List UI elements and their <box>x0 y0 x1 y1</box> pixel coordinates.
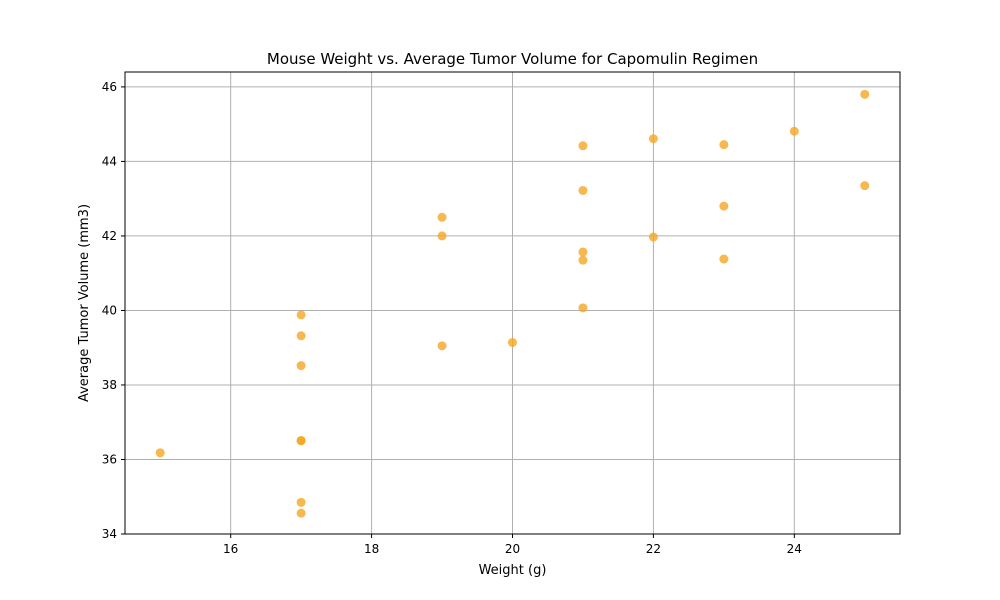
x-tick-label: 24 <box>787 542 802 556</box>
data-point <box>296 310 306 320</box>
data-point <box>719 201 729 211</box>
x-tick-label: 16 <box>223 542 238 556</box>
data-point <box>578 247 588 257</box>
y-tick-label: 44 <box>102 154 117 168</box>
data-points <box>155 89 870 518</box>
y-axis-label: Average Tumor Volume (mm3) <box>77 204 92 402</box>
data-point <box>860 89 870 99</box>
x-axis-ticks: 16 18 20 22 24 <box>223 534 802 556</box>
data-point <box>437 341 447 351</box>
data-point <box>296 331 306 341</box>
data-point <box>296 361 306 371</box>
data-point <box>296 497 306 507</box>
data-point <box>719 254 729 264</box>
y-tick-label: 34 <box>102 527 117 541</box>
data-point <box>578 303 588 313</box>
y-tick-label: 36 <box>102 452 117 466</box>
y-tick-label: 38 <box>102 378 117 392</box>
data-point <box>296 508 306 518</box>
chart-title: Mouse Weight vs. Average Tumor Volume fo… <box>267 50 758 68</box>
data-point <box>789 126 799 136</box>
x-tick-label: 18 <box>364 542 379 556</box>
data-point <box>578 141 588 151</box>
y-tick-label: 46 <box>102 80 117 94</box>
data-point <box>437 231 447 241</box>
data-point <box>508 337 517 347</box>
data-point <box>648 134 658 144</box>
data-point <box>719 140 729 150</box>
x-tick-label: 20 <box>505 542 520 556</box>
x-axis-label: Weight (g) <box>479 563 547 578</box>
y-axis-ticks: 34 36 38 40 42 44 46 <box>102 80 125 541</box>
data-point <box>578 185 588 195</box>
data-point <box>296 436 306 446</box>
data-point <box>860 181 870 191</box>
y-tick-label: 40 <box>102 303 117 317</box>
y-tick-label: 42 <box>102 229 117 243</box>
data-point <box>155 448 165 458</box>
x-tick-label: 22 <box>646 542 661 556</box>
data-point <box>648 232 658 242</box>
data-point <box>578 255 588 265</box>
data-point <box>437 212 447 222</box>
